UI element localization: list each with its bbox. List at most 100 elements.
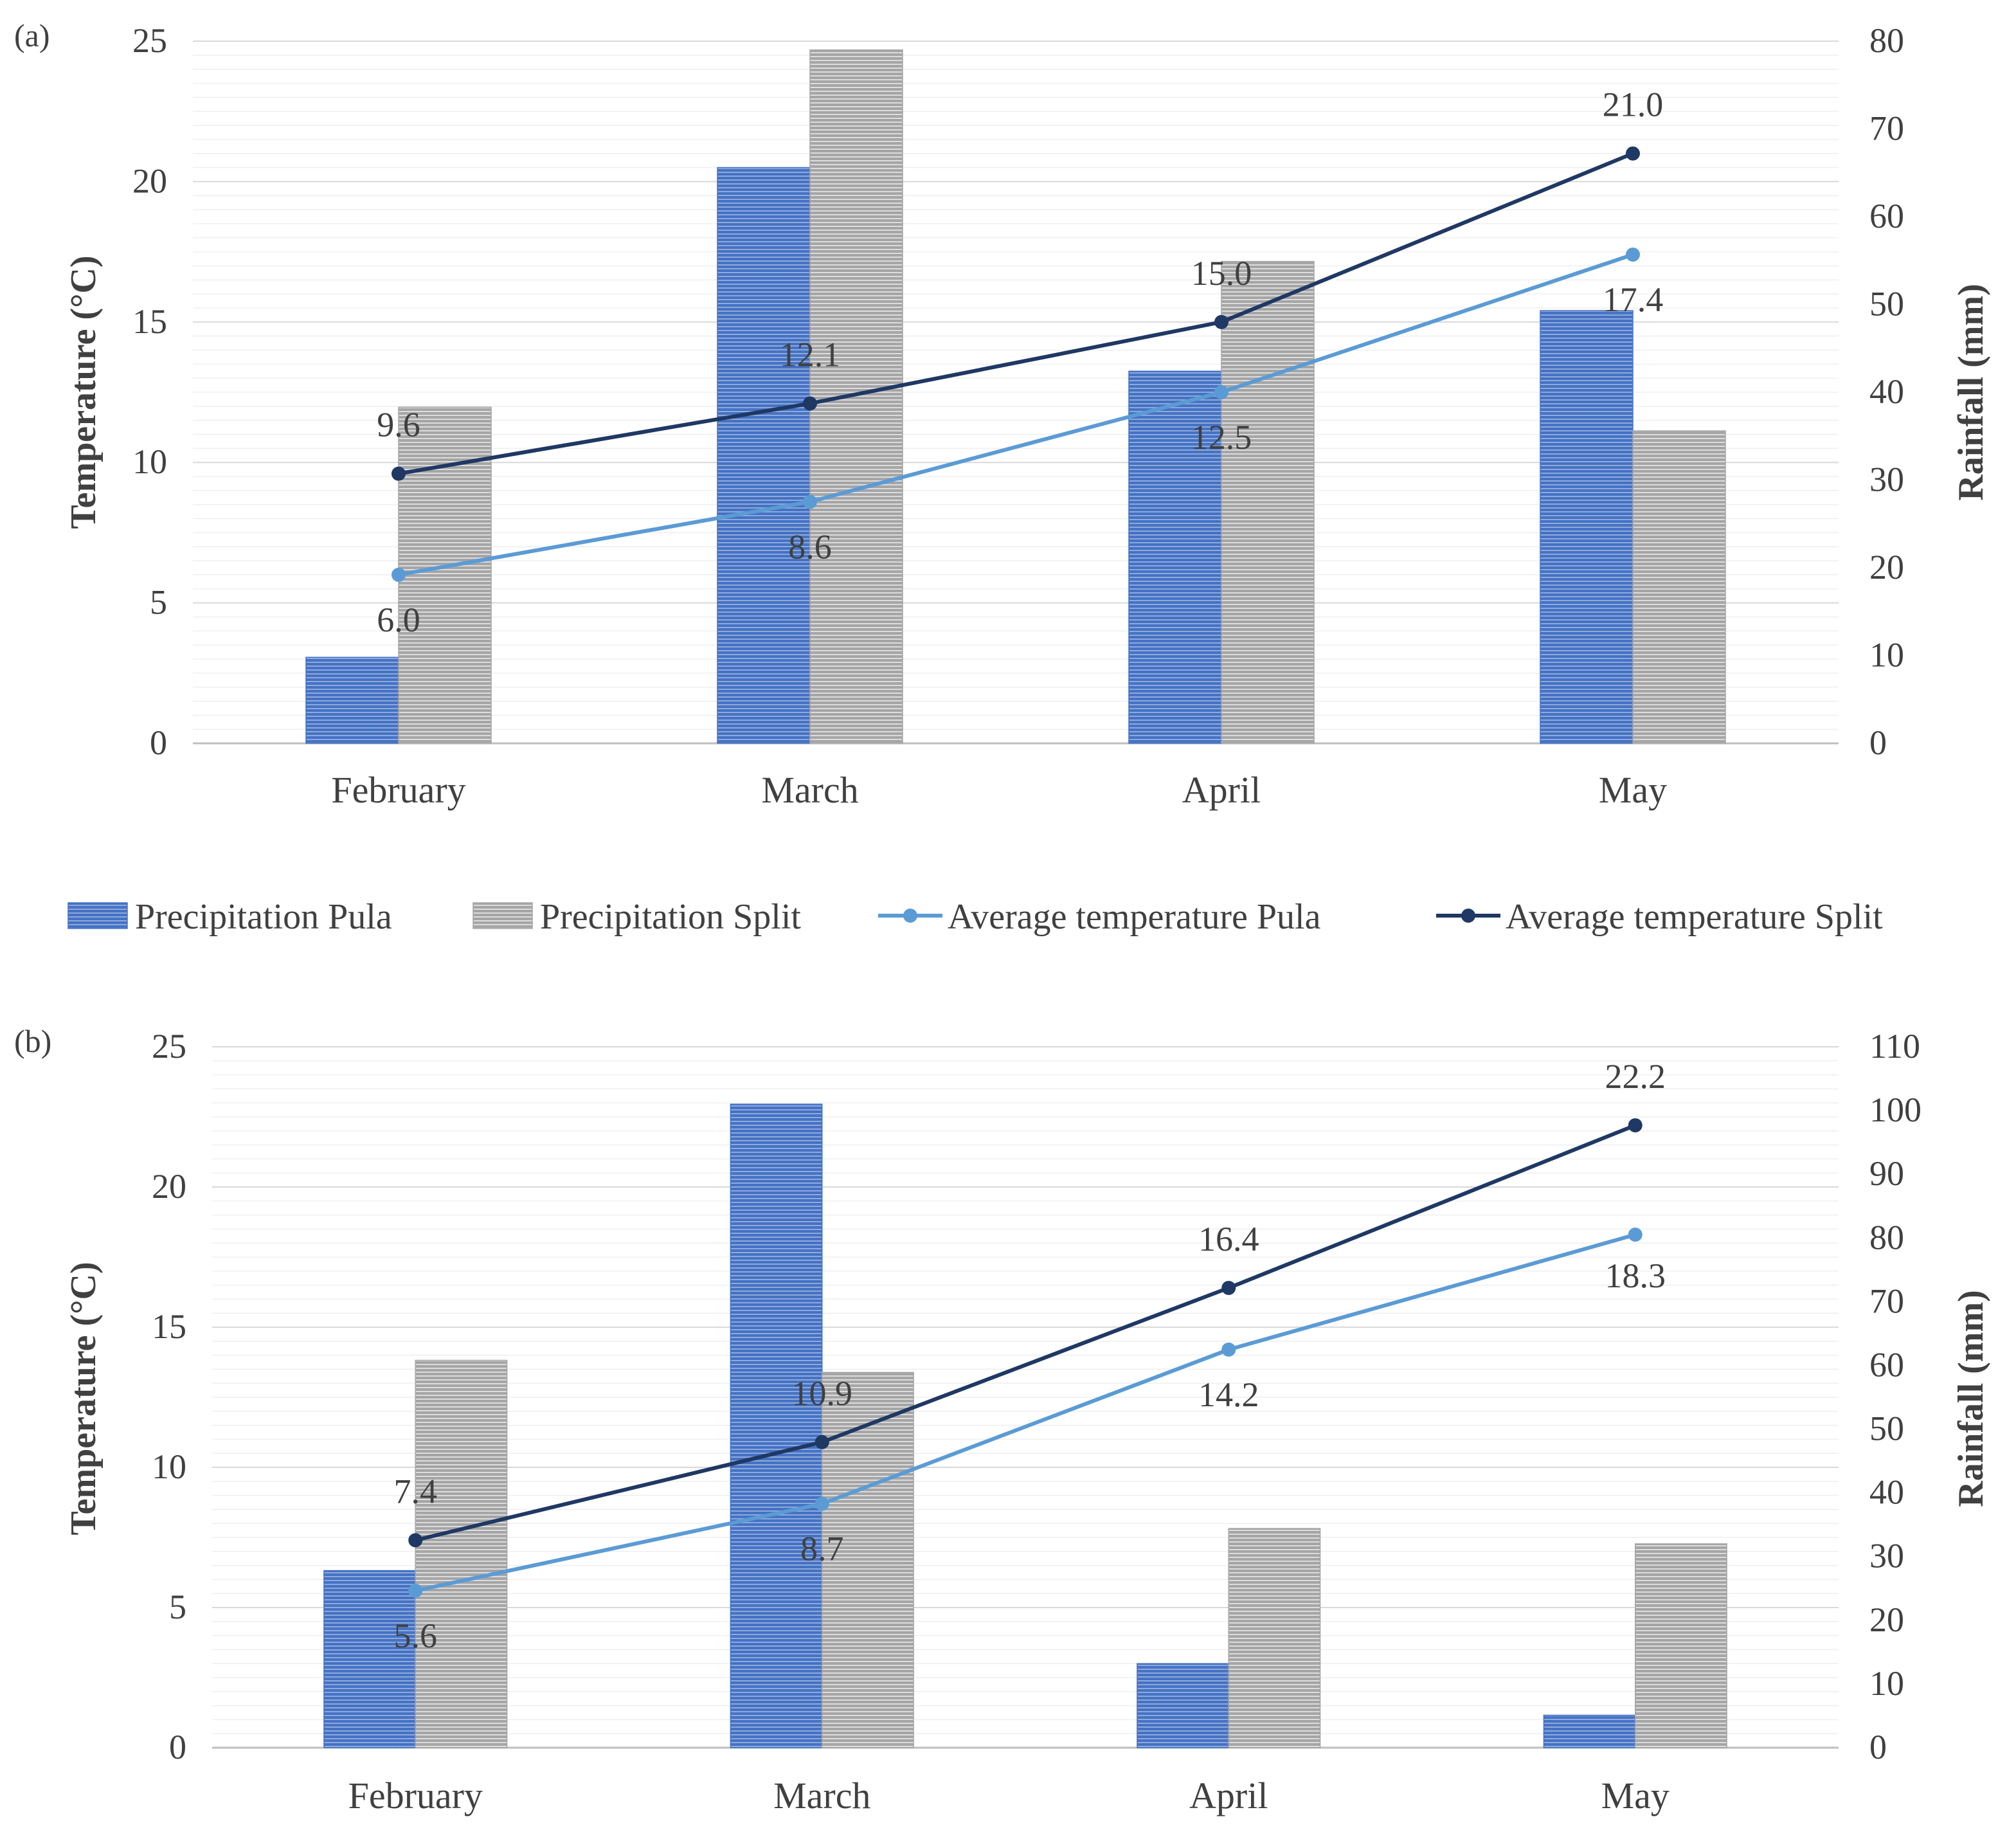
data-label-average-temperature-pula-april: 12.5 [1191,418,1252,457]
y-right-tick-label: 110 [1869,1027,1920,1065]
point-average-temperature-split-april [1214,314,1228,329]
y-left-axis-title: Temperature (°C) [64,255,104,529]
point-average-temperature-split-february [392,466,406,481]
point-average-temperature-pula-april [1214,385,1228,399]
panel-label: (a) [14,17,50,53]
point-average-temperature-split-march [803,396,817,411]
bar-precipitation-split-march [809,49,903,744]
y-left-tick-label: 5 [169,1588,186,1626]
x-tick-label-march: March [773,1775,870,1816]
legend: Precipitation Pula Precipitation Split Ave… [68,897,1883,937]
legend-label-average-temperature-pula: Average temperature Pula [948,897,1321,937]
legend-marker-average-temperature-pula [903,909,917,923]
point-average-temperature-pula-february [392,567,406,582]
y-right-tick-label: 100 [1869,1091,1922,1129]
bar-precipitation-split-may [1635,1543,1727,1748]
y-right-tick-label: 0 [1869,1728,1887,1766]
point-average-temperature-split-may [1628,1118,1643,1133]
bar-precipitation-pula-may [1543,1714,1636,1748]
data-label-average-temperature-pula-march: 8.6 [788,527,832,566]
data-label-average-temperature-split-february: 9.6 [377,406,420,444]
y-right-axis-title: Rainfall (mm) [1951,284,1991,501]
legend-label-precipitation-pula: Precipitation Pula [135,897,392,937]
x-tick-label-april: April [1182,769,1261,811]
y-right-tick-label: 10 [1869,1664,1904,1703]
legend-swatch-precipitation-pula [68,902,128,929]
y-left-tick-label: 15 [132,302,167,341]
bar-precipitation-split-may [1632,430,1726,744]
point-average-temperature-pula-may [1626,247,1640,262]
y-right-tick-label: 60 [1869,197,1904,235]
y-right-axis-title: Rainfall (mm) [1951,1290,1991,1507]
data-label-average-temperature-pula-february: 6.0 [377,601,420,639]
data-label-average-temperature-pula-may: 18.3 [1605,1256,1666,1295]
y-right-tick-label: 40 [1869,1473,1904,1512]
point-average-temperature-pula-may [1628,1228,1643,1242]
y-right-tick-label: 20 [1869,548,1904,586]
bar-precipitation-pula-february [323,1570,416,1748]
data-label-average-temperature-split-february: 7.4 [394,1472,438,1510]
y-left-tick-label: 10 [152,1447,186,1486]
point-average-temperature-split-may [1626,146,1640,161]
y-right-tick-label: 30 [1869,460,1904,499]
line-average-temperature-pula [398,253,1634,577]
y-right-tick-label: 80 [1869,21,1904,60]
y-left-tick-label: 25 [152,1027,186,1065]
bar-precipitation-split-february [415,1359,508,1748]
y-left-tick-label: 20 [132,161,167,200]
y-right-tick-label: 10 [1869,636,1904,675]
data-label-average-temperature-pula-may: 17.4 [1603,280,1664,319]
x-tick-label-may: May [1601,1775,1670,1816]
bar-precipitation-split-april [1228,1528,1321,1748]
data-label-average-temperature-split-march: 10.9 [792,1374,853,1413]
chart-panel-b: (b) 0 5 10 15 20 25 0 10 20 30 40 50 60 70 80 90 100 110 Te… [14,1023,1991,1816]
y-right-tick-label: 20 [1869,1600,1904,1639]
data-label-average-temperature-split-april: 16.4 [1198,1220,1259,1258]
y-right-tick-label: 80 [1869,1218,1904,1256]
y-left-tick-label: 20 [152,1167,186,1206]
bar-precipitation-pula-february [305,657,399,744]
point-average-temperature-split-march [815,1435,829,1449]
x-tick-label-may: May [1599,769,1667,811]
legend-label-precipitation-split: Precipitation Split [540,897,801,937]
y-right-tick-label: 70 [1869,109,1904,148]
panel-label: (b) [14,1023,51,1059]
x-tick-label-april: April [1189,1775,1268,1816]
data-label-average-temperature-pula-april: 14.2 [1198,1375,1259,1414]
line-average-temperature-split [398,151,1634,476]
y-right-tick-label: 70 [1869,1282,1904,1320]
y-right-tick-label: 50 [1869,1409,1904,1448]
x-tick-label-march: March [761,769,858,811]
bar-precipitation-pula-may [1540,310,1634,744]
point-average-temperature-pula-april [1221,1342,1236,1357]
point-average-temperature-pula-march [815,1496,829,1511]
data-label-average-temperature-pula-march: 8.7 [800,1530,844,1568]
y-right-tick-label: 30 [1869,1537,1904,1575]
bar-precipitation-split-february [398,406,492,744]
point-average-temperature-split-february [408,1533,423,1548]
data-label-average-temperature-pula-february: 5.6 [394,1617,438,1655]
bar-precipitation-pula-march [730,1103,823,1748]
bar-precipitation-pula-march [717,167,811,744]
y-right-tick-label: 90 [1869,1154,1904,1193]
y-left-tick-label: 10 [132,442,167,481]
y-left-tick-label: 25 [132,21,167,60]
line-average-temperature-split [415,1123,1636,1543]
point-average-temperature-pula-february [408,1583,423,1598]
bar-precipitation-split-april [1221,260,1315,744]
point-average-temperature-pula-march [803,494,817,509]
point-average-temperature-split-april [1221,1280,1236,1295]
x-tick-label-february: February [331,769,465,811]
data-label-average-temperature-split-may: 22.2 [1605,1057,1666,1096]
data-label-average-temperature-split-april: 15.0 [1191,254,1252,293]
legend-swatch-precipitation-split [473,902,533,929]
legend-marker-average-temperature-split [1461,909,1475,923]
line-average-temperature-pula [415,1233,1636,1593]
y-left-tick-label: 0 [150,723,167,762]
bar-precipitation-pula-april [1137,1663,1229,1748]
data-label-average-temperature-split-march: 12.1 [780,335,841,374]
y-right-tick-label: 0 [1869,723,1887,762]
y-left-tick-label: 5 [150,583,167,622]
x-tick-label-february: February [348,1775,483,1816]
